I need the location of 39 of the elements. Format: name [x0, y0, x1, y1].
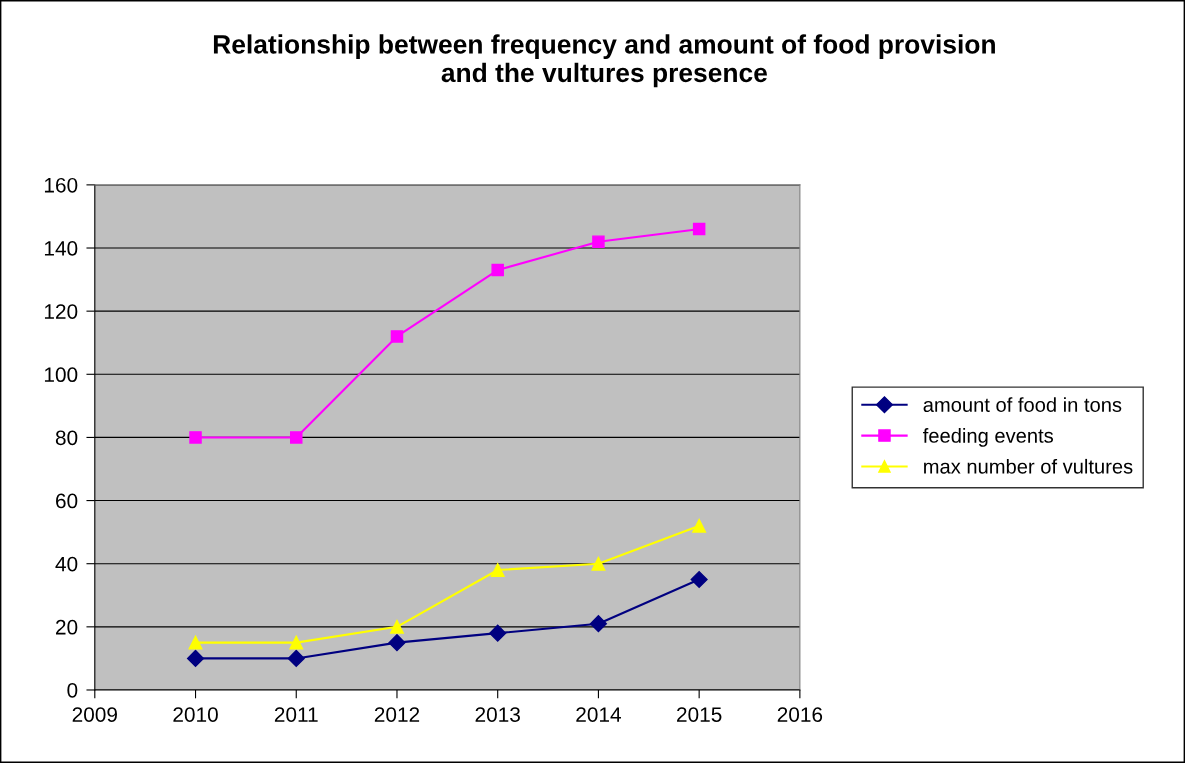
x-tick-label: 2014 [576, 707, 621, 722]
point [690, 570, 708, 589]
point [390, 619, 404, 634]
y-tick-label: 60 [56, 493, 78, 509]
point [289, 635, 304, 650]
point [692, 518, 707, 533]
point [490, 563, 505, 577]
point [189, 431, 202, 444]
y-tick-label: 80 [55, 430, 78, 446]
x-tick-label: 2016 [777, 707, 823, 722]
y-tick-label: 160 [44, 177, 78, 193]
point [287, 649, 305, 667]
point [186, 649, 205, 667]
y-tick-label: 40 [55, 556, 78, 572]
legend-label: feeding events [923, 428, 1054, 447]
legend-label: amount of food in tons [923, 397, 1122, 412]
legend-label: max number of vultures [924, 458, 1133, 474]
point [390, 330, 404, 343]
point [589, 615, 607, 633]
x-tick-label: 2010 [173, 707, 218, 722]
point [388, 634, 406, 652]
chart-title: Relationship between frequency and amount of food provision and the vultures presence [213, 34, 995, 88]
x-tick-label: 2011 [274, 707, 318, 722]
point [289, 431, 303, 444]
point [692, 222, 706, 236]
y-tick-label: 0 [67, 682, 78, 698]
point [591, 556, 606, 571]
point [592, 235, 605, 248]
x-tick-label: 2009 [72, 707, 117, 722]
y-tick-label: 100 [44, 367, 78, 383]
point [489, 624, 507, 642]
point [188, 635, 203, 650]
x-tick-label: 2012 [374, 707, 420, 722]
y-tick-label: 140 [44, 241, 78, 256]
x-tick-label: 2013 [475, 707, 520, 722]
y-tick-label: 120 [44, 304, 78, 319]
y-tick-label: 20 [56, 619, 78, 635]
point [491, 263, 504, 277]
x-tick-label: 2015 [677, 707, 722, 722]
